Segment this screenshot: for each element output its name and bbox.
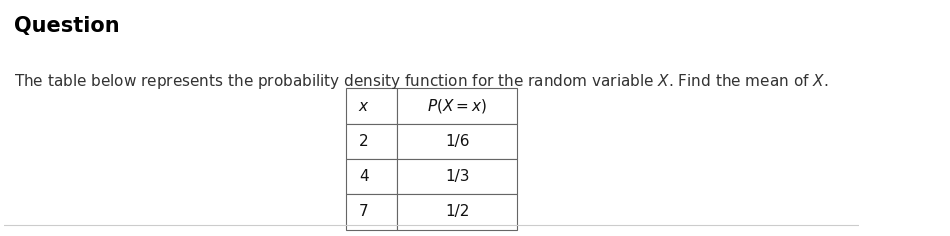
Text: 4: 4 bbox=[359, 169, 369, 184]
Text: 1/2: 1/2 bbox=[445, 204, 469, 219]
Text: The table below represents the probability density function for the random varia: The table below represents the probabili… bbox=[14, 72, 828, 92]
Text: 1/6: 1/6 bbox=[445, 134, 469, 149]
Text: Question: Question bbox=[14, 16, 120, 36]
Text: $x$: $x$ bbox=[358, 99, 370, 114]
Bar bbox=[397, 88, 517, 124]
Bar bbox=[397, 194, 517, 230]
Text: 2: 2 bbox=[359, 134, 369, 149]
Bar bbox=[397, 159, 517, 194]
Bar bbox=[346, 159, 397, 194]
Bar bbox=[397, 124, 517, 159]
Bar bbox=[346, 88, 397, 124]
Text: 1/3: 1/3 bbox=[445, 169, 469, 184]
Bar bbox=[346, 194, 397, 230]
Text: 7: 7 bbox=[359, 204, 369, 219]
Text: $P(X = x)$: $P(X = x)$ bbox=[428, 97, 487, 115]
Bar bbox=[346, 124, 397, 159]
